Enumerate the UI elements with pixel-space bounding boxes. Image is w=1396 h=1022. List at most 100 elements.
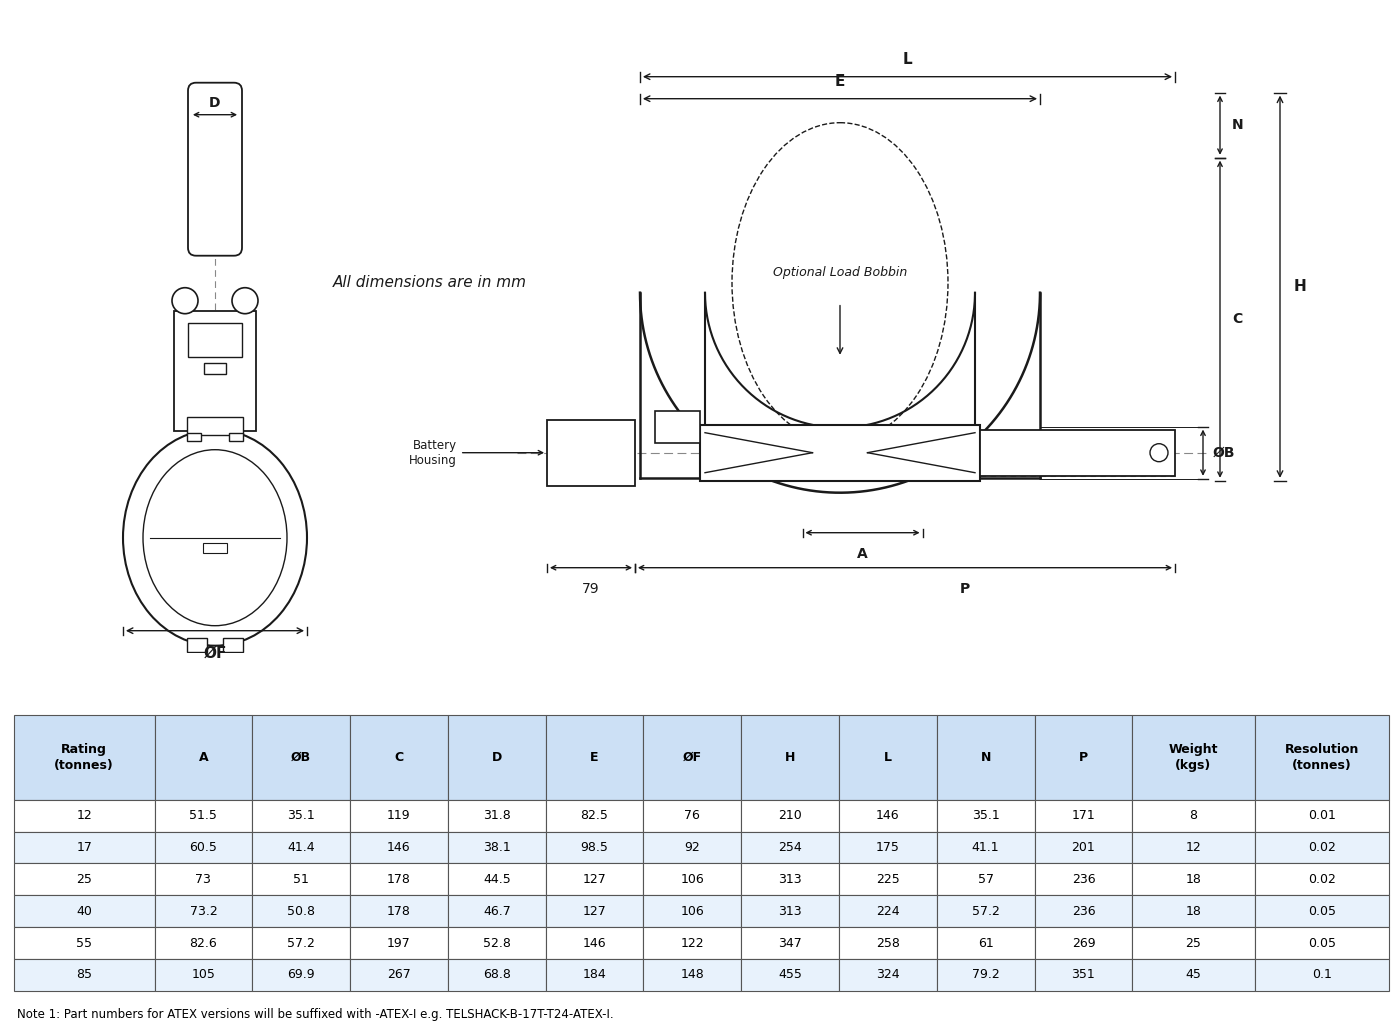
- Text: E: E: [835, 74, 845, 89]
- Text: 455: 455: [778, 969, 803, 981]
- Bar: [546, 927, 644, 959]
- Ellipse shape: [732, 123, 948, 443]
- Bar: [644, 927, 741, 959]
- Text: A: A: [198, 751, 208, 764]
- Bar: [937, 832, 1034, 864]
- Text: 35.1: 35.1: [288, 809, 315, 822]
- Bar: [937, 715, 1034, 799]
- Bar: [155, 864, 253, 895]
- Bar: [1034, 799, 1132, 832]
- Text: 31.8: 31.8: [483, 809, 511, 822]
- Text: N: N: [1233, 119, 1244, 132]
- Text: 210: 210: [778, 809, 801, 822]
- Text: P: P: [960, 582, 970, 596]
- Text: 35.1: 35.1: [972, 809, 1000, 822]
- Bar: [980, 429, 1175, 475]
- Text: 197: 197: [387, 936, 410, 949]
- Bar: [1255, 832, 1389, 864]
- Bar: [839, 715, 937, 799]
- Bar: [155, 715, 253, 799]
- Bar: [14, 864, 155, 895]
- Bar: [741, 832, 839, 864]
- Bar: [839, 927, 937, 959]
- Bar: [1255, 959, 1389, 991]
- Text: 41.1: 41.1: [972, 841, 1000, 854]
- Text: 40: 40: [77, 904, 92, 918]
- Text: 46.7: 46.7: [483, 904, 511, 918]
- Text: 76: 76: [684, 809, 701, 822]
- Bar: [644, 959, 741, 991]
- Text: 258: 258: [875, 936, 900, 949]
- Bar: [644, 799, 741, 832]
- Text: 82.5: 82.5: [581, 809, 609, 822]
- Text: N: N: [980, 751, 991, 764]
- Text: 269: 269: [1072, 936, 1096, 949]
- Bar: [253, 832, 350, 864]
- Text: 68.8: 68.8: [483, 969, 511, 981]
- Text: 178: 178: [387, 873, 410, 886]
- Text: ØF: ØF: [204, 646, 226, 660]
- Bar: [253, 715, 350, 799]
- Text: 44.5: 44.5: [483, 873, 511, 886]
- Bar: [644, 832, 741, 864]
- Text: 73: 73: [195, 873, 211, 886]
- Text: 224: 224: [877, 904, 899, 918]
- Text: 146: 146: [877, 809, 899, 822]
- Text: 148: 148: [680, 969, 704, 981]
- Text: 52.8: 52.8: [483, 936, 511, 949]
- Text: 184: 184: [582, 969, 606, 981]
- Text: 324: 324: [877, 969, 899, 981]
- Text: 267: 267: [387, 969, 410, 981]
- Bar: [1255, 864, 1389, 895]
- Bar: [547, 420, 635, 485]
- Text: C: C: [1233, 312, 1242, 326]
- Bar: [253, 864, 350, 895]
- Bar: [699, 425, 980, 480]
- Text: 17: 17: [77, 841, 92, 854]
- Text: 61: 61: [977, 936, 994, 949]
- Bar: [350, 927, 448, 959]
- Bar: [1034, 715, 1132, 799]
- Text: ØB: ØB: [292, 751, 311, 764]
- Text: L: L: [884, 751, 892, 764]
- Text: 201: 201: [1072, 841, 1096, 854]
- Text: A: A: [857, 547, 868, 561]
- Text: 105: 105: [191, 969, 215, 981]
- Bar: [937, 927, 1034, 959]
- Text: 8: 8: [1189, 809, 1198, 822]
- Bar: [253, 799, 350, 832]
- Bar: [546, 832, 644, 864]
- Text: 51.5: 51.5: [190, 809, 218, 822]
- Bar: [350, 799, 448, 832]
- Text: Resolution
(tonnes): Resolution (tonnes): [1284, 743, 1358, 772]
- Text: 60.5: 60.5: [190, 841, 218, 854]
- Text: D: D: [209, 96, 221, 109]
- Text: 254: 254: [778, 841, 801, 854]
- Text: 0.05: 0.05: [1308, 936, 1336, 949]
- Bar: [741, 927, 839, 959]
- Text: 57: 57: [977, 873, 994, 886]
- Text: 92: 92: [684, 841, 701, 854]
- Bar: [546, 959, 644, 991]
- Text: 0.1: 0.1: [1312, 969, 1332, 981]
- Bar: [14, 832, 155, 864]
- Text: Rating
(tonnes): Rating (tonnes): [54, 743, 114, 772]
- Bar: [202, 543, 228, 553]
- Text: C: C: [395, 751, 403, 764]
- Bar: [187, 638, 207, 652]
- Text: 51: 51: [293, 873, 309, 886]
- Bar: [1255, 895, 1389, 927]
- Text: 236: 236: [1072, 873, 1096, 886]
- Bar: [350, 895, 448, 927]
- Text: 25: 25: [1185, 936, 1202, 949]
- Bar: [229, 432, 243, 440]
- Text: 127: 127: [582, 873, 606, 886]
- Bar: [14, 799, 155, 832]
- Text: 0.02: 0.02: [1308, 873, 1336, 886]
- Text: 122: 122: [680, 936, 704, 949]
- Bar: [155, 895, 253, 927]
- Text: 55: 55: [77, 936, 92, 949]
- Bar: [174, 311, 255, 430]
- Bar: [741, 895, 839, 927]
- Bar: [937, 895, 1034, 927]
